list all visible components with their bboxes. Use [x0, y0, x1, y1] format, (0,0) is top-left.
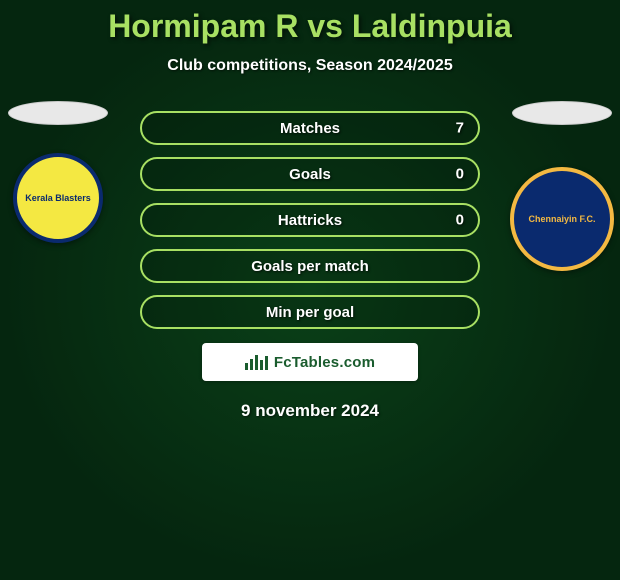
- stat-row-hattricks: Hattricks 0: [140, 203, 480, 237]
- comparison-panel: Kerala Blasters Chennaiyin F.C. Matches …: [0, 111, 620, 421]
- left-player-photo: [8, 101, 108, 125]
- stat-right-value: 7: [456, 120, 464, 137]
- left-player-column: Kerala Blasters: [8, 101, 108, 243]
- stat-row-goals: Goals 0: [140, 157, 480, 191]
- stat-label: Matches: [280, 120, 340, 137]
- snapshot-date: 9 november 2024: [0, 401, 620, 421]
- stats-list: Matches 7 Goals 0 Hattricks 0 Goals per …: [140, 111, 480, 329]
- stat-right-value: 0: [456, 212, 464, 229]
- left-club-badge: Kerala Blasters: [13, 153, 103, 243]
- left-club-name: Kerala Blasters: [25, 193, 91, 203]
- page-subtitle: Club competitions, Season 2024/2025: [0, 57, 620, 75]
- watermark-fctables: FcTables.com: [202, 343, 418, 381]
- stat-label: Goals: [289, 166, 331, 183]
- stat-label: Goals per match: [251, 258, 369, 275]
- page-title: Hormipam R vs Laldinpuia: [0, 0, 620, 45]
- stat-row-matches: Matches 7: [140, 111, 480, 145]
- bars-icon: [245, 355, 268, 370]
- right-player-photo: [512, 101, 612, 125]
- right-player-column: Chennaiyin F.C.: [512, 101, 612, 271]
- stat-row-goals-per-match: Goals per match: [140, 249, 480, 283]
- stat-row-min-per-goal: Min per goal: [140, 295, 480, 329]
- stat-label: Min per goal: [266, 304, 354, 321]
- right-club-badge: Chennaiyin F.C.: [510, 167, 614, 271]
- stat-label: Hattricks: [278, 212, 342, 229]
- stat-right-value: 0: [456, 166, 464, 183]
- watermark-text: FcTables.com: [274, 354, 375, 371]
- right-club-name: Chennaiyin F.C.: [528, 214, 595, 224]
